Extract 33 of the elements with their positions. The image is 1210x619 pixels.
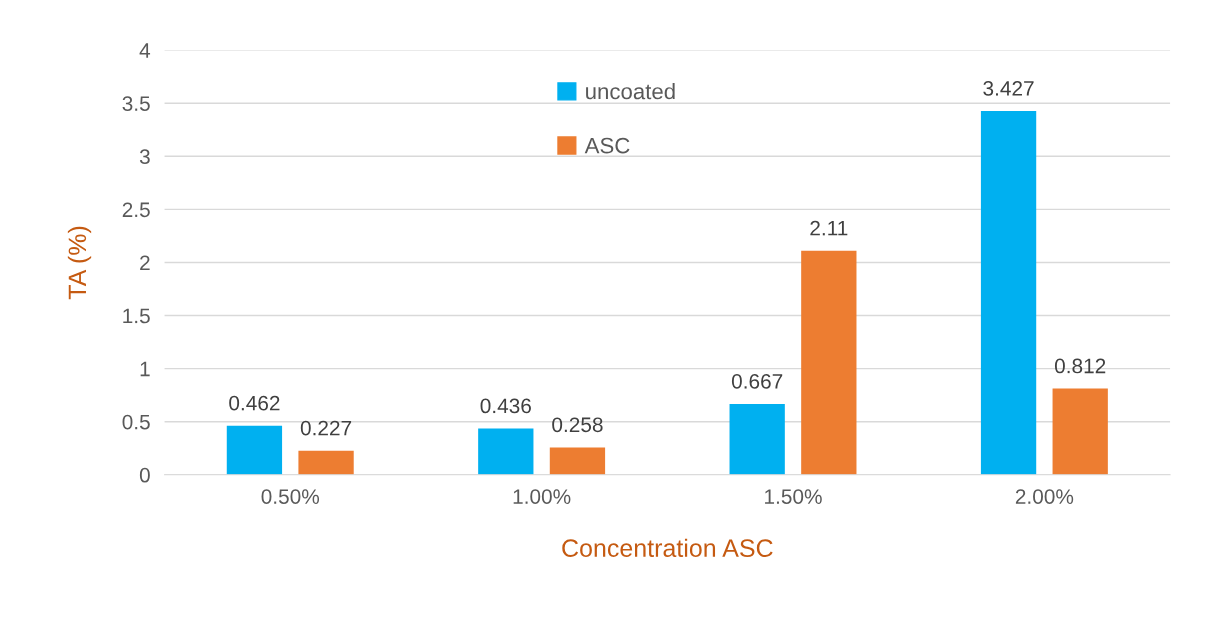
data-label: 0.227 [300, 420, 352, 436]
bar [478, 428, 534, 475]
data-label: 0.667 [731, 373, 783, 389]
x-axis-title: Concentration ASC [562, 538, 773, 557]
y-tick-label: 3 [139, 149, 150, 165]
y-tick-label: 2 [140, 255, 150, 270]
y-tick-label: 0.5 [122, 414, 150, 430]
bar [298, 450, 354, 475]
legend-label: ASC [584, 137, 630, 154]
bar [1052, 388, 1108, 475]
data-label: 2.11 [810, 220, 848, 236]
y-tick-label: 1.5 [123, 308, 150, 324]
x-tick-label: 0.50% [261, 489, 320, 504]
y-axis-title: TA (%) [67, 226, 92, 300]
bar [729, 403, 785, 475]
data-label: 0.258 [552, 417, 603, 433]
x-tick-label: 2.00% [1015, 489, 1074, 504]
data-label: 3.427 [983, 80, 1034, 96]
x-tick-label: 1.00% [513, 489, 571, 504]
bar [980, 110, 1037, 475]
y-tick-label: 4 [139, 43, 151, 58]
y-tick-label: 2.5 [122, 202, 150, 218]
y-tick-label: 1 [140, 361, 150, 377]
bar [549, 447, 606, 475]
bar [226, 425, 283, 475]
data-label: 0.436 [480, 398, 531, 414]
bar [801, 250, 857, 475]
legend-label: uncoated [586, 83, 675, 100]
data-label: 0.462 [229, 395, 280, 411]
data-label: 0.812 [1054, 358, 1106, 374]
x-tick-label: 1.50% [765, 489, 822, 504]
y-tick-label: 3.5 [122, 96, 150, 111]
y-tick-label: 0 [139, 467, 150, 483]
